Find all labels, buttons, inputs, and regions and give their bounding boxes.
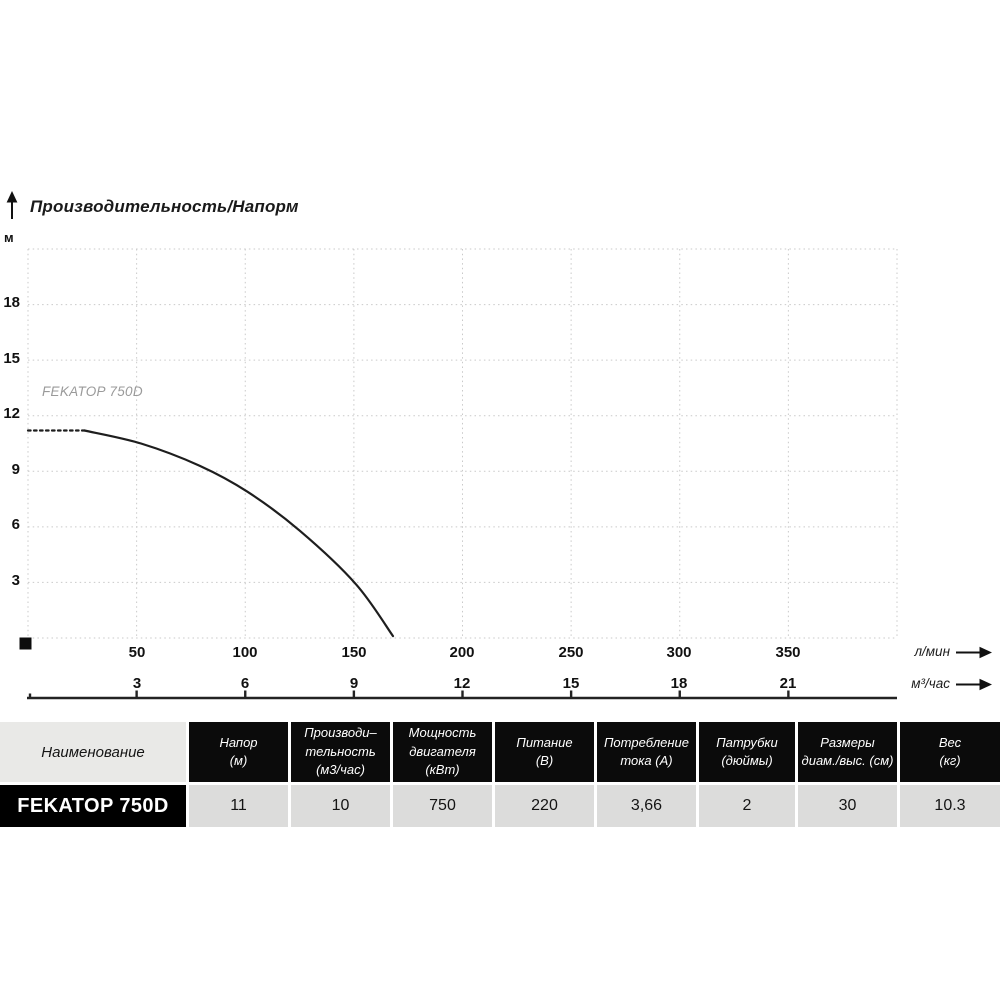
- col-header-potreblenie-toka: Потребление тока (А): [597, 722, 696, 782]
- x-tick-label-m3h: 6: [240, 675, 250, 692]
- x-tick-label-m3h: 15: [562, 675, 580, 692]
- x-tick-label-m3h: 9: [349, 675, 359, 692]
- y-axis-up-arrow-icon: [6, 191, 18, 219]
- y-tick-label: 9: [11, 461, 20, 478]
- x-tick-label-m3h: 12: [453, 675, 471, 692]
- pump-curve: [83, 429, 395, 638]
- y-axis-unit-label: м: [4, 230, 14, 245]
- origin-marker: [19, 637, 32, 650]
- value-cell-pitanie: 220: [495, 785, 594, 827]
- x-tick-label-m3h: 18: [670, 675, 688, 692]
- x-tick-label-lmin: 200: [449, 644, 475, 661]
- x-tick-label-lmin: 100: [232, 644, 258, 661]
- x-axis-arrow-icon: [956, 678, 992, 691]
- value-cell-razmery: 30: [798, 785, 897, 827]
- x-tick-label-lmin: 250: [558, 644, 584, 661]
- value-cell-potreblenie-toka: 3,66: [597, 785, 696, 827]
- col-header-proizvoditelnost: Производи– тельность (м3/час): [291, 722, 390, 782]
- y-tick-label: 18: [3, 294, 20, 311]
- series-label: FEKATOP 750D: [42, 384, 143, 399]
- x-axis-unit-lmin: л/мин: [914, 644, 950, 659]
- col-header-napor: Напор (м): [189, 722, 288, 782]
- col-header-moshchnost: Мощность двигателя (кВт): [393, 722, 492, 782]
- chart-title: Производительность/Напорм: [30, 197, 299, 216]
- x-tick-label-m3h: 21: [779, 675, 797, 692]
- value-cell-moshchnost: 750: [393, 785, 492, 827]
- x-tick-label-lmin: 150: [341, 644, 367, 661]
- x-tick-label-lmin: 350: [775, 644, 801, 661]
- value-cell-ves: 10.3: [900, 785, 1000, 827]
- x-axis-unit-m3h: м³/час: [911, 676, 950, 691]
- col-header-name-label: Наименование: [41, 743, 145, 761]
- x-tick-label-lmin: 300: [666, 644, 692, 661]
- x-axis-arrow-icon: [956, 646, 992, 659]
- y-tick-label: 6: [11, 516, 20, 533]
- value-cell-napor: 11: [189, 785, 288, 827]
- y-tick-label: 15: [3, 350, 20, 367]
- y-tick-label: 3: [11, 572, 20, 589]
- y-tick-label: 12: [3, 405, 20, 422]
- row-name-cell: FEKATOP 750D: [0, 785, 186, 827]
- x-tick-label-m3h: 3: [132, 675, 142, 692]
- col-header-name: Наименование: [0, 722, 186, 782]
- spec-table: Наименование Напор (м) Производи– тельно…: [0, 722, 1000, 827]
- col-header-pitanie: Питание (В): [495, 722, 594, 782]
- col-header-ves: Вес (кг): [900, 722, 1000, 782]
- value-cell-patrubki: 2: [699, 785, 795, 827]
- x-tick-label-lmin: 50: [128, 644, 146, 661]
- col-header-razmery: Размеры диам./выс. (см): [798, 722, 897, 782]
- value-cell-proizvoditelnost: 10: [291, 785, 390, 827]
- col-header-patrubki: Патрубки (дюймы): [699, 722, 795, 782]
